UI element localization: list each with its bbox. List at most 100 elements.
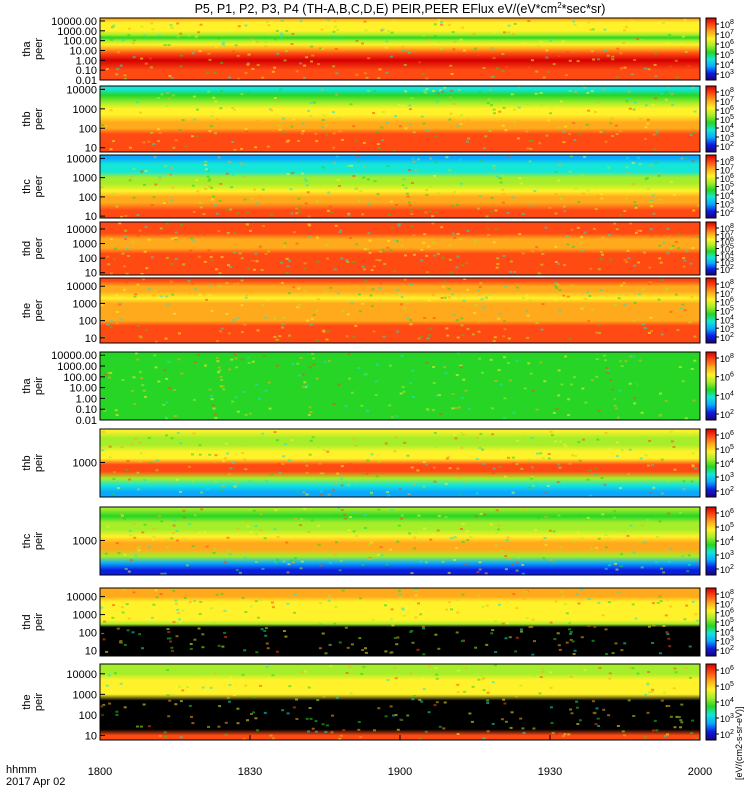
panel-ylabel: thdpeir	[21, 612, 45, 631]
y-tick-label: 10	[85, 211, 97, 223]
colorbar-tick-label: 103	[720, 257, 734, 268]
colorbar-tick-label: 106	[720, 508, 734, 519]
panel-ylabel: thapeir	[21, 376, 45, 395]
colorbar-units-label: [eV/(cm2-s-sr-eV)]	[734, 706, 744, 780]
panel-ylabel: thbpeer	[21, 108, 45, 130]
y-tick-label: 100.00	[63, 372, 97, 384]
panel-frame	[99, 351, 701, 421]
panel-ylabel: thapeer	[21, 38, 45, 60]
spectrogram-texture	[100, 588, 699, 656]
y-tick-label: 10000	[66, 224, 97, 236]
panel-frame	[99, 221, 701, 276]
y-tick-label: 10000	[66, 153, 97, 165]
y-tick-label: 1000	[73, 173, 97, 185]
spectrogram-panel: 10000 1000 100 10 thbpeer 1081071061051041031…	[21, 84, 734, 154]
y-tick-label: 100	[79, 316, 97, 328]
colorbar-tick-label: 104	[720, 250, 734, 261]
colorbar-tick-label: 102	[720, 645, 734, 656]
colorbar-tick-label: 102	[720, 409, 734, 420]
spectrogram-texture	[100, 18, 691, 80]
colorbar-tick-label: 106	[720, 173, 734, 184]
y-tick-label: 1000	[73, 610, 97, 622]
colorbar-tick-label: 103	[720, 713, 734, 724]
y-tick-label: 10	[85, 143, 97, 155]
colorbar-tick-label: 106	[720, 372, 734, 383]
colorbar	[705, 663, 717, 741]
colorbar-tick-label: 102	[720, 207, 734, 218]
colorbar-tick-label: 107	[720, 598, 734, 609]
time-tick-label: 1930	[538, 766, 562, 778]
panel-frame	[99, 85, 701, 153]
colorbar-tick-label: 106	[720, 608, 734, 619]
y-tick-label: 0.10	[76, 404, 97, 416]
spectrogram-texture	[106, 222, 700, 275]
colorbar	[705, 17, 717, 81]
spectrogram-panel: 1000 thbpeir 106 105 104 103 102	[21, 428, 734, 498]
y-tick-label: 1.00	[76, 393, 97, 405]
y-tick-label: 1000	[73, 689, 97, 701]
y-tick-label: 1000	[73, 239, 97, 251]
spectrogram-image	[100, 588, 700, 656]
colorbar-tick-label: 104	[720, 390, 734, 401]
y-tick-label: 0.01	[76, 415, 97, 427]
colorbar-tick-label: 108	[720, 223, 734, 234]
spectrogram-image	[100, 18, 700, 80]
colorbar-tick-label: 107	[720, 230, 734, 241]
panel-ylabel: thdpeer	[21, 237, 45, 259]
y-tick-label: 100	[79, 123, 97, 135]
spectrogram-texture	[101, 352, 697, 420]
y-tick-label: 10000	[66, 669, 97, 681]
y-tick-label: 0.01	[76, 75, 97, 87]
colorbar-tick-label: 103	[720, 323, 734, 334]
colorbar-tick-label: 106	[720, 237, 734, 248]
colorbar-tick-label: 103	[720, 472, 734, 483]
colorbar-tick-label: 102	[720, 332, 734, 343]
spectrogram-panel: 10000 1000 100 10 thepeir 106 105 104 103 102	[21, 663, 734, 742]
panel-frame	[99, 587, 701, 657]
colorbar-tick-label: 104	[720, 314, 734, 325]
colorbar	[705, 351, 717, 421]
y-tick-label: 100.00	[63, 36, 97, 48]
colorbar-tick-label: 105	[720, 49, 734, 60]
spectrogram-texture	[101, 429, 698, 497]
spectrogram-texture	[100, 664, 698, 740]
y-tick-label: 1000.00	[57, 361, 97, 373]
y-tick-label: 100	[79, 710, 97, 722]
spectrogram-image	[100, 429, 700, 497]
panel-frame	[99, 154, 701, 219]
colorbar-tick-label: 105	[720, 681, 734, 692]
panel-ylabel: thepeer	[21, 299, 45, 321]
colorbar-tick-label: 103	[720, 199, 734, 210]
y-tick-label: 1000	[73, 104, 97, 116]
colorbar-tick-label: 108	[720, 279, 734, 290]
spectrogram-image	[100, 155, 700, 218]
panel-ylabel: thcpeer	[21, 175, 45, 197]
colorbar-tick-label: 105	[720, 114, 734, 125]
colorbar-tick-label: 108	[720, 87, 734, 98]
spectrogram-texture	[100, 278, 700, 343]
panel-frame	[99, 17, 701, 81]
colorbar-tick-label: 105	[720, 244, 734, 255]
colorbar-tick-label: 106	[720, 39, 734, 50]
colorbar-tick-label: 102	[720, 141, 734, 152]
colorbar-tick-label: 103	[720, 132, 734, 143]
spectrogram-panel: 10000 1000 100 10 thcpeer 1081071061051041031…	[21, 153, 734, 223]
colorbar	[705, 587, 717, 657]
panel-stack: 10000.001000.00100.0010.001.000.100.01th…	[21, 16, 734, 742]
colorbar-tick-label: 107	[720, 96, 734, 107]
colorbar	[705, 85, 717, 153]
spectrogram-texture	[104, 507, 698, 575]
spectrogram-panel: 10000 1000 100 10 thepeer 1081071061051041031…	[21, 277, 734, 345]
y-tick-label: 10	[85, 333, 97, 345]
y-tick-label: 10	[85, 268, 97, 280]
panel-frame	[99, 277, 701, 344]
colorbar-tick-label: 104	[720, 626, 734, 637]
colorbar-tick-label: 105	[720, 306, 734, 317]
y-tick-label: 1000.00	[57, 26, 97, 38]
y-tick-label: 10000	[66, 592, 97, 604]
y-tick-label: 100	[79, 628, 97, 640]
y-tick-label: 10000.00	[51, 350, 97, 362]
time-tick-label: 1830	[238, 766, 262, 778]
